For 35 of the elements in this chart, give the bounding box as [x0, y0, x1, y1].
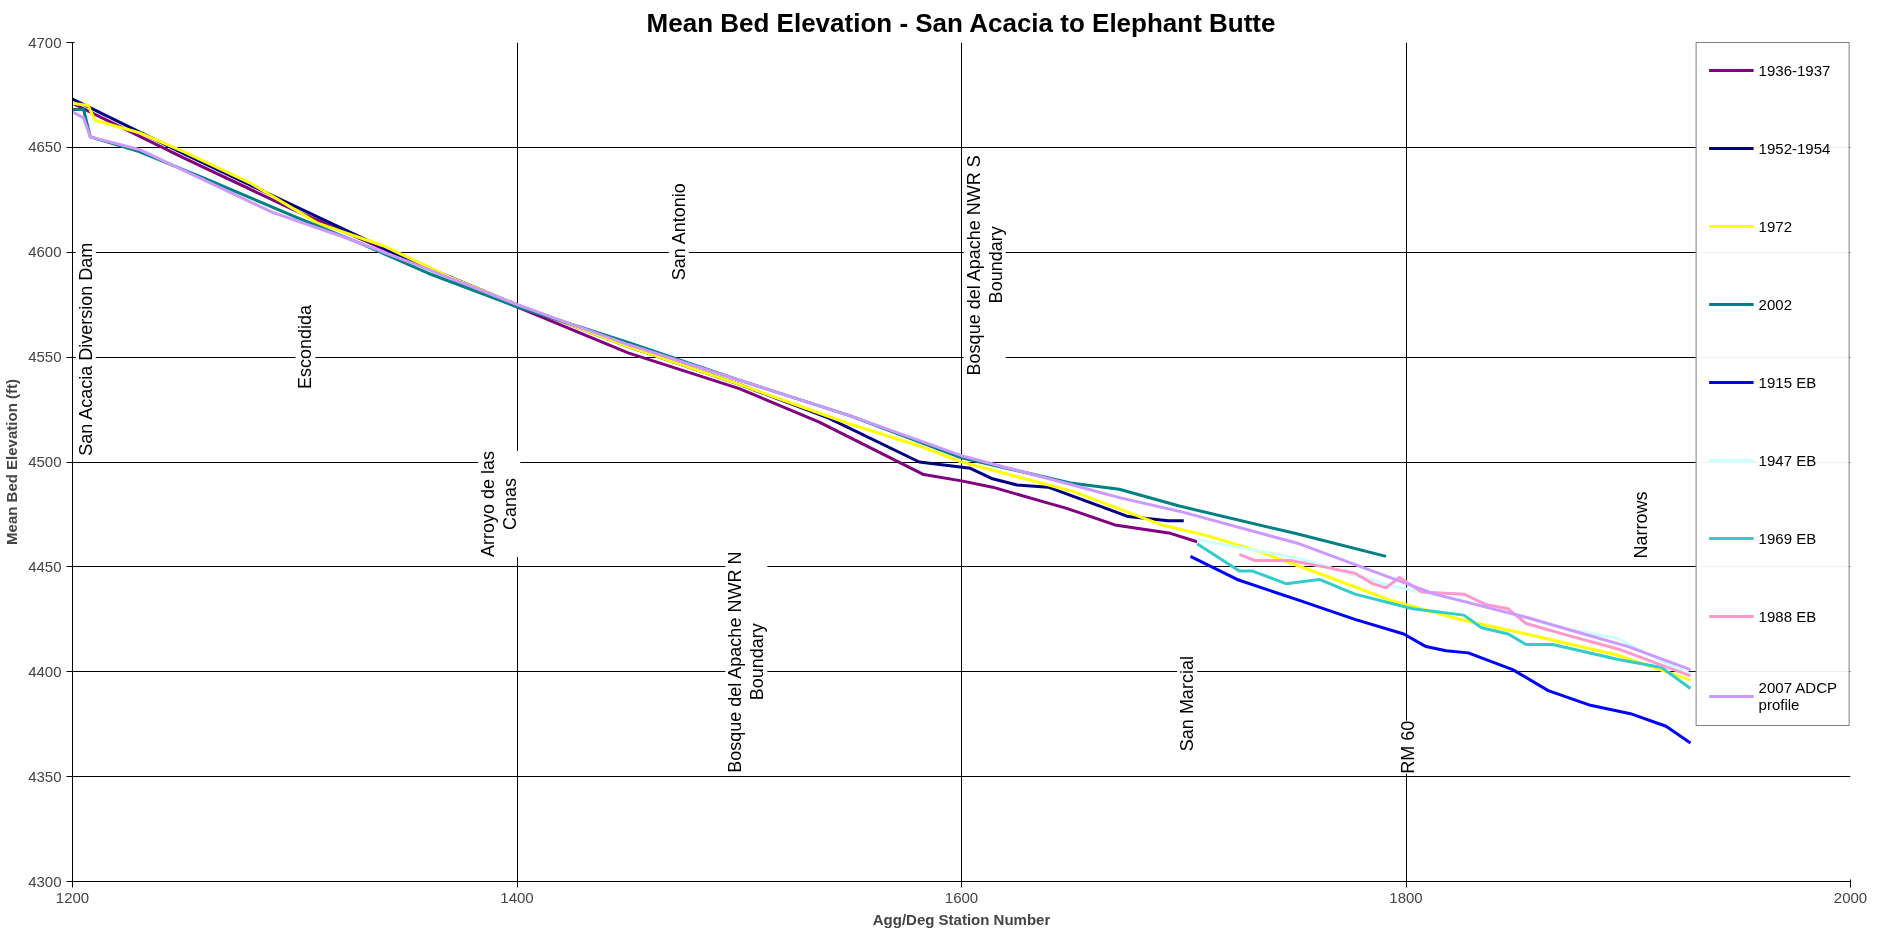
x-tick-label: 1800	[1389, 888, 1423, 906]
annotation: Bosque del Apache NWR N Boundary	[725, 551, 768, 773]
annotation: Narrows	[1630, 491, 1651, 559]
y-tick-label: 4550	[28, 348, 62, 366]
legend-label: 1952-1954	[1758, 138, 1831, 159]
y-tick-label: 4400	[28, 662, 62, 680]
x-tick-label: 2000	[1833, 888, 1868, 906]
legend-label: 1915 EB	[1758, 372, 1817, 393]
annotation: Arroyo de las Canas	[478, 450, 521, 557]
y-tick-label: 4650	[28, 138, 62, 156]
y-axis-title: Mean Bed Elevation (ft)	[3, 379, 21, 545]
legend-label: 1936-1937	[1758, 60, 1831, 81]
annotation: Escondida	[295, 304, 316, 390]
annotation: RM 60	[1397, 720, 1418, 774]
y-tick-label: 4350	[28, 767, 62, 785]
x-tick-label: 1200	[55, 888, 90, 906]
y-tick-label: 4500	[28, 453, 62, 470]
legend-label: 1988 EB	[1758, 606, 1817, 627]
annotation: San Marcial	[1177, 656, 1198, 752]
legend-label: 2007 ADCP profile	[1758, 679, 1837, 713]
chart-title: Mean Bed Elevation - San Acacia to Elephant Butte	[646, 7, 1276, 38]
y-tick-label: 4450	[28, 557, 62, 575]
annotation: San Antonio	[668, 183, 689, 281]
annotation: San Acacia Diversion Dam	[75, 242, 96, 456]
annotation: Bosque del Apache NWR S Boundary	[963, 155, 1006, 376]
y-tick-label: 4600	[28, 243, 62, 261]
x-axis-title: Agg/Deg Station Number	[872, 910, 1051, 928]
y-tick-label: 4700	[28, 33, 62, 51]
legend-label: 1947 EB	[1758, 450, 1817, 471]
legend-label: 1969 EB	[1758, 528, 1817, 549]
legend-label: 2002	[1758, 294, 1792, 315]
legend-label: 1972	[1758, 216, 1792, 237]
y-tick-label: 4300	[28, 872, 62, 890]
x-tick-label: 1600	[944, 888, 979, 906]
x-tick-label: 1400	[500, 888, 534, 906]
